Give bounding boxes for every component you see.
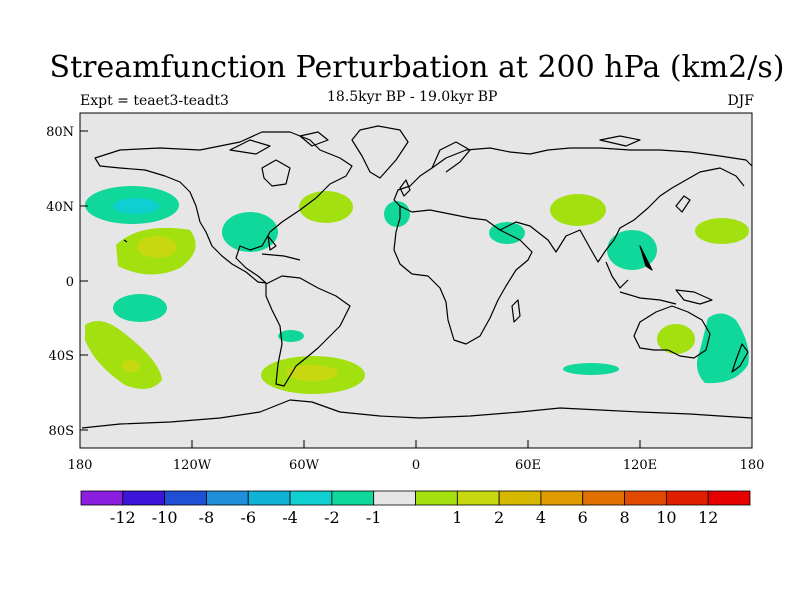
colorbar-swatch [456, 490, 500, 506]
colorbar-swatch [373, 490, 416, 506]
coast-philippines [639, 245, 653, 271]
anomaly-south-pacific [113, 294, 167, 322]
coast-greenland [351, 125, 409, 179]
colorbar-swatch [331, 490, 375, 506]
lat-tick-label: 40S [49, 349, 74, 364]
coast-eurasia-north [393, 147, 753, 207]
lat-tick-label: 80S [49, 424, 74, 439]
coast-south-america [265, 275, 351, 387]
coast-indonesia [619, 291, 677, 305]
colorbar-swatch [80, 490, 124, 506]
colorbar-label: 1 [452, 508, 462, 527]
coastlines [81, 125, 753, 429]
anomaly-tasman-sea [696, 313, 749, 384]
colorbar-label: -8 [199, 508, 215, 527]
colorbar-label: 2 [494, 508, 504, 527]
anomaly-north-atlantic [299, 191, 353, 223]
colorbar-label: 10 [656, 508, 676, 527]
lon-tick-label: 60W [289, 458, 320, 473]
colorbar-label: -4 [282, 508, 298, 527]
coast-caribbean [261, 253, 301, 261]
lon-tick-label: 60E [515, 458, 541, 473]
colorbar-label: 4 [536, 508, 546, 527]
coast-malaysia [605, 261, 629, 289]
colorbar-swatch [540, 490, 584, 506]
colorbar-swatch [498, 490, 542, 506]
colorbar-swatch [582, 490, 625, 506]
lat-tick-label: 80N [46, 125, 74, 140]
colorbar [80, 490, 751, 506]
anomaly-subtropical-pacific-core [137, 236, 177, 258]
coast-hawaii [123, 239, 128, 243]
anomaly-north-pacific-core [113, 198, 159, 214]
colorbar-label: 12 [698, 508, 718, 527]
anomaly-southeast-pacific [85, 321, 162, 389]
colorbar-label: -2 [324, 508, 340, 527]
coast-madagascar [511, 299, 521, 323]
anomaly-iberia [384, 201, 410, 227]
map-background [80, 113, 752, 448]
colorbar-swatch [707, 490, 751, 506]
colorbar-swatch [122, 490, 166, 506]
coast-new-zealand [731, 343, 749, 373]
lat-tick-label: 0 [66, 275, 74, 290]
colorbar-label: -1 [366, 508, 382, 527]
coast-antarctica [81, 399, 753, 429]
colorbar-labels: -12 -10 -8 -6 -4 -2 -1 1 2 4 6 8 10 12 [110, 508, 718, 527]
coast-hudson-bay [261, 159, 291, 187]
lon-tick-label: 180 [68, 458, 93, 473]
colorbar-swatch [247, 490, 291, 506]
anomaly-australia [657, 324, 695, 354]
anomaly-fills [85, 186, 749, 394]
coast-florida [267, 235, 277, 251]
chart-title: Streamfunction Perturbation at 200 hPa (… [49, 50, 785, 85]
anomaly-south-atlantic-core [286, 365, 338, 381]
coast-north-america [94, 131, 353, 284]
coast-south-asia [499, 167, 745, 263]
anomaly-southeast-pacific-core [122, 360, 140, 372]
coast-new-guinea [675, 289, 713, 305]
colorbar-swatch [415, 490, 458, 506]
coast-scandinavia [431, 141, 471, 173]
lon-tick-label: 120E [623, 458, 657, 473]
coast-arctic-islands-3 [599, 135, 641, 147]
lon-tick-label: 0 [412, 458, 420, 473]
lat-ticks [80, 130, 88, 431]
colorbar-swatch [624, 490, 667, 506]
colorbar-swatch [289, 490, 333, 506]
colorbar-swatch [164, 490, 207, 506]
anomaly-southern-indian-ocean [563, 363, 619, 375]
experiment-label: Expt = teaet3-teadt3 [80, 93, 229, 109]
anomaly-south-america [278, 330, 304, 342]
colorbar-swatch [206, 490, 249, 506]
coast-japan [675, 195, 691, 213]
colorbar-label: -6 [240, 508, 256, 527]
colorbar-label: 6 [578, 508, 588, 527]
anomaly-west-pacific [695, 218, 749, 244]
coast-africa [393, 205, 533, 345]
lat-tick-labels: 80N 40N 0 40S 80S [46, 125, 74, 439]
lon-tick-label: 120W [173, 458, 212, 473]
anomaly-central-asia [550, 194, 606, 226]
colorbar-swatch [665, 490, 709, 506]
coast-arctic-islands-2 [299, 131, 329, 147]
colorbar-label: -12 [110, 508, 136, 527]
season-label: DJF [727, 93, 754, 109]
coast-australia [633, 305, 711, 359]
lat-tick-label: 40N [46, 200, 74, 215]
colorbar-label: 8 [619, 508, 629, 527]
coast-arctic-islands-1 [229, 139, 271, 155]
coast-british-isles [399, 179, 411, 197]
lon-tick-labels: 180 120W 60W 0 60E 120E 180 [68, 458, 765, 473]
colorbar-label: -10 [152, 508, 178, 527]
lon-ticks [191, 440, 641, 448]
period-label: 18.5kyr BP - 19.0kyr BP [327, 89, 498, 105]
lon-tick-label: 180 [740, 458, 765, 473]
